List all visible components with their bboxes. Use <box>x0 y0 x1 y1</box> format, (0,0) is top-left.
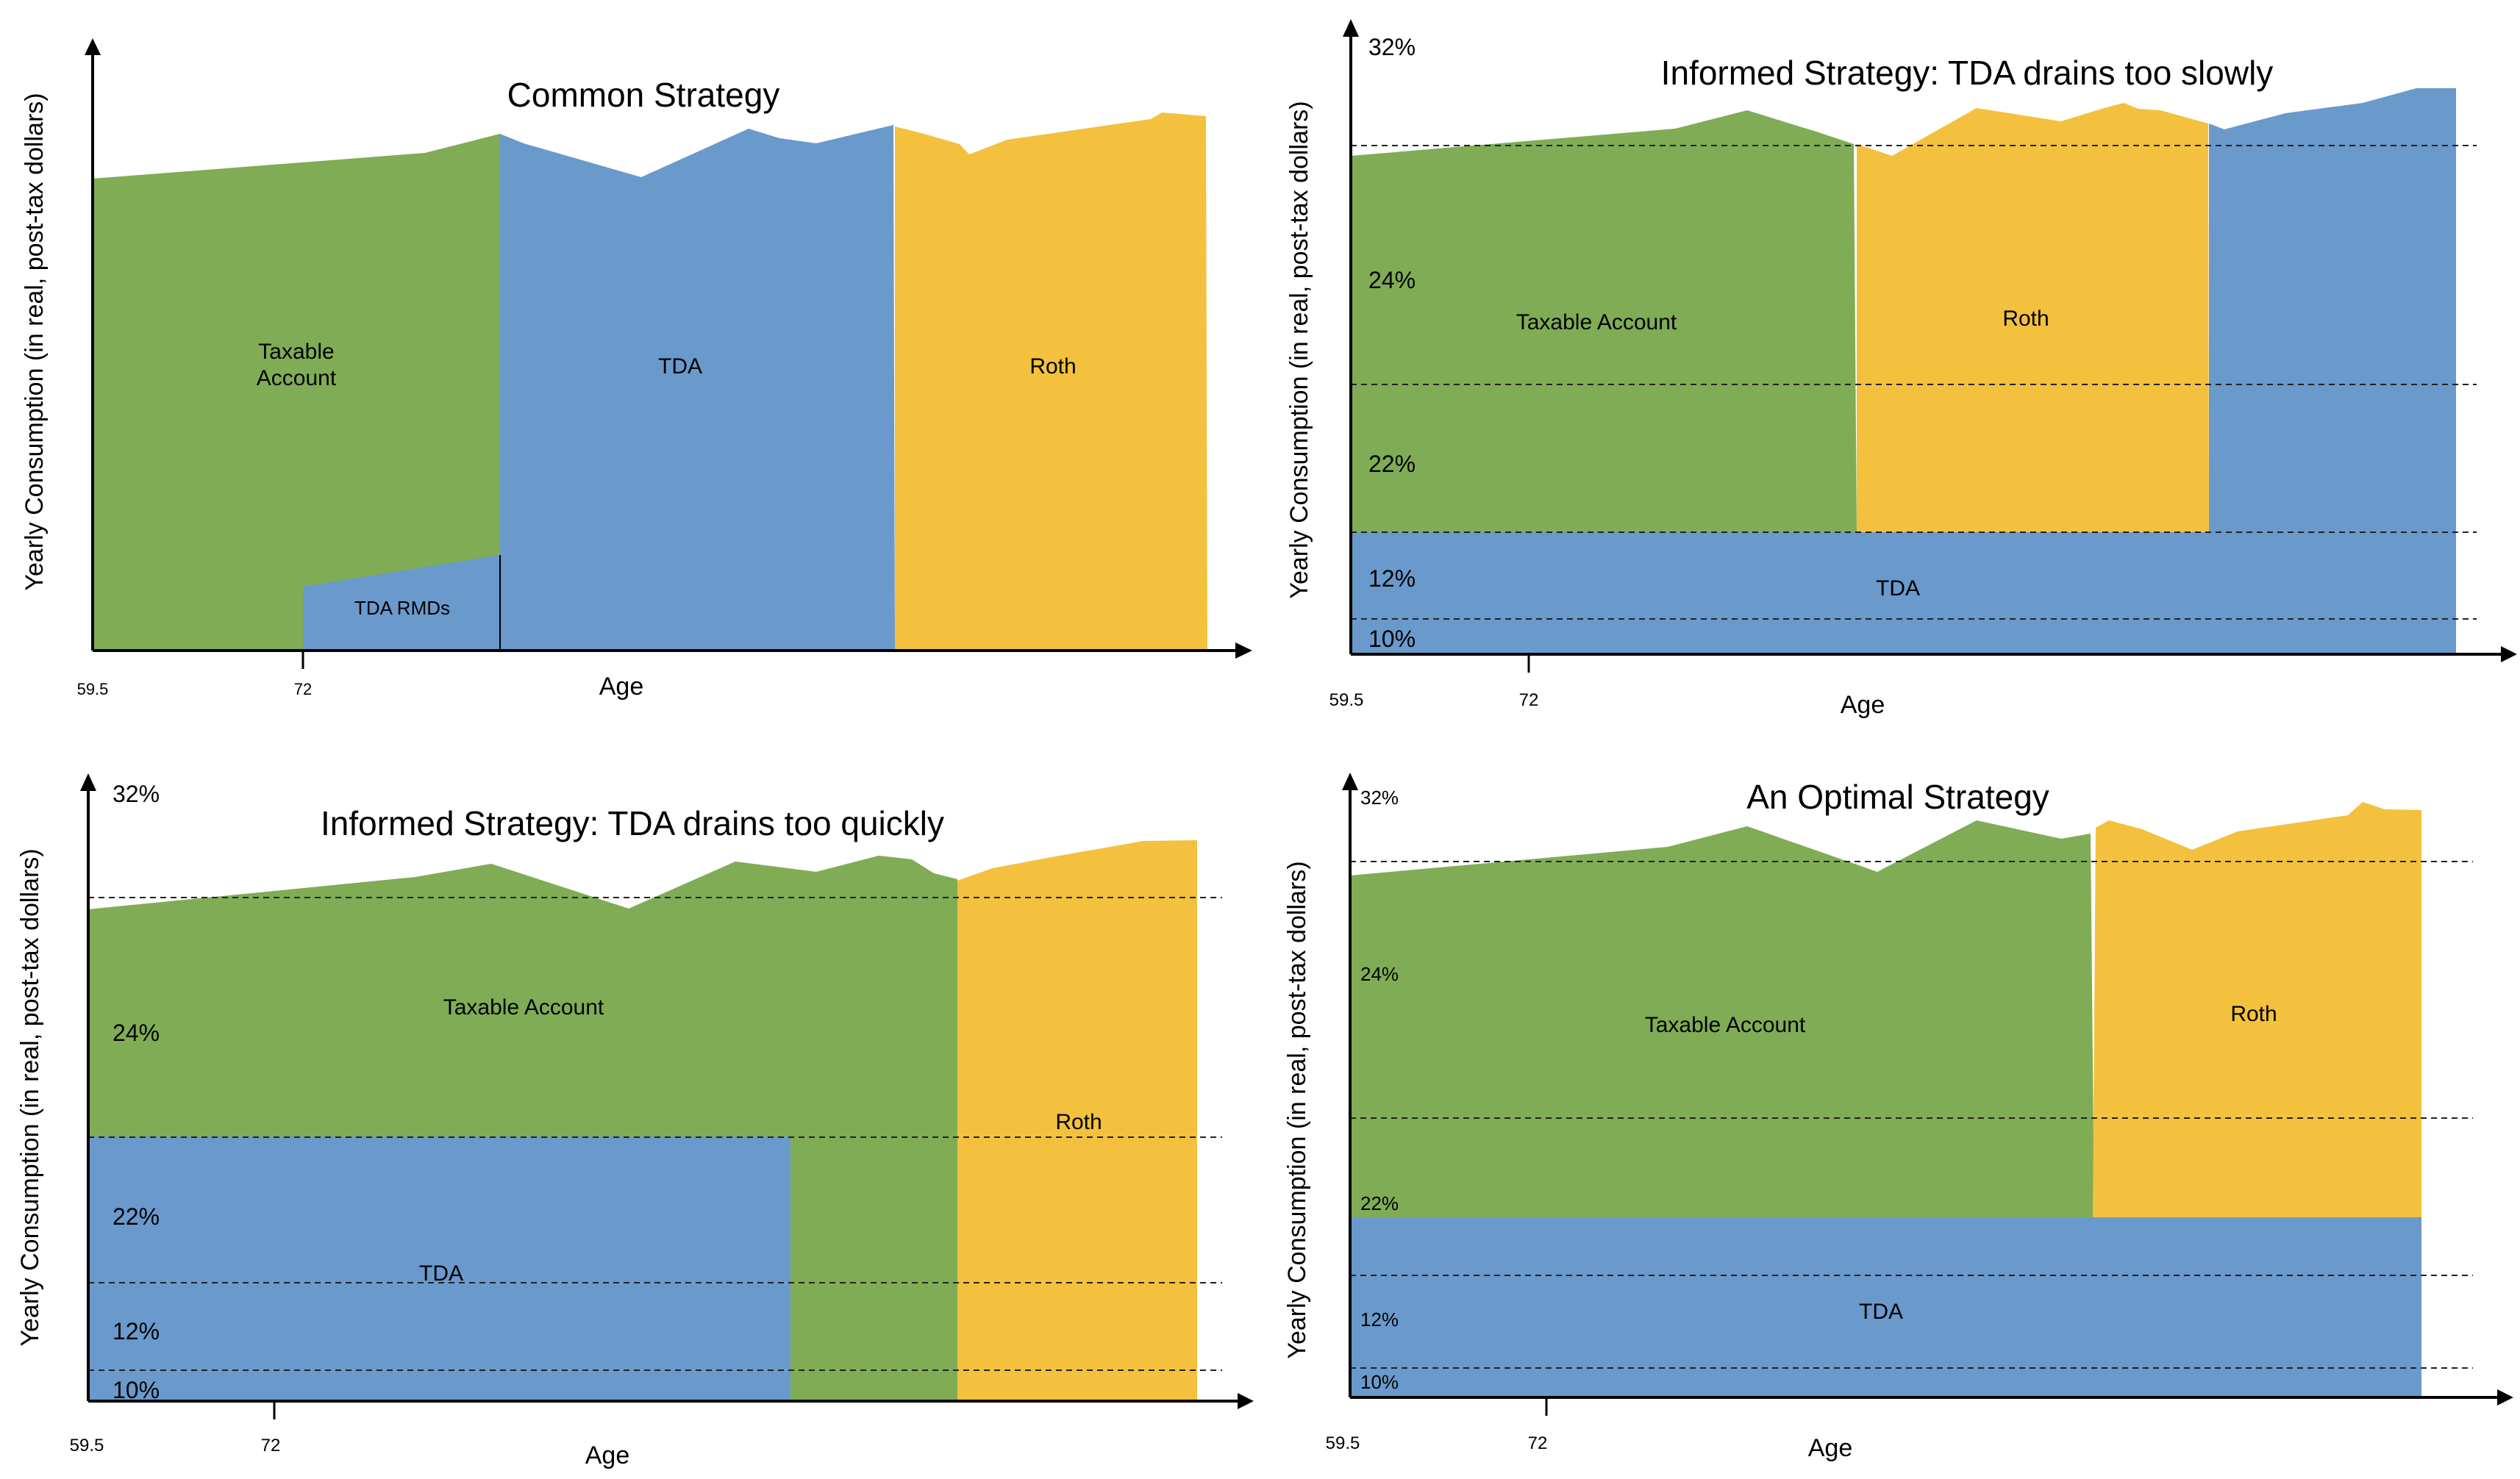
x-tick-label-72: 72 <box>261 1436 281 1455</box>
region-label-line: Taxable <box>258 340 334 364</box>
bracket-label-32: 32% <box>1360 787 1399 809</box>
region-label-tda: TDA <box>1876 576 1920 601</box>
bracket-label-10: 10% <box>1368 626 1416 652</box>
chart-drains-too-quickly: Informed Strategy: TDA drains too quickl… <box>16 773 1254 1469</box>
region-label-roth: Roth <box>2230 1002 2277 1026</box>
y-axis-arrow <box>80 773 96 791</box>
x-tick-label-59-5: 59.5 <box>1329 690 1364 710</box>
x-axis-arrow <box>2501 646 2517 662</box>
x-tick-label-72: 72 <box>1528 1433 1548 1453</box>
bracket-label-10: 10% <box>113 1377 160 1403</box>
x-tick-label-59-5: 59.5 <box>77 680 109 698</box>
region-label-roth: Roth <box>1055 1110 1102 1134</box>
bracket-label-12: 12% <box>1360 1308 1399 1331</box>
bracket-lines <box>1351 145 2477 620</box>
y-axis-label: Yearly Consumption (in real, post-tax do… <box>1283 861 1311 1358</box>
y-axis-arrow <box>85 38 101 55</box>
area-taxable <box>93 134 500 651</box>
chart-drains-too-slowly: Informed Strategy: TDA drains too slowly… <box>1285 19 2517 719</box>
y-axis-arrow <box>1342 773 1358 790</box>
region-label-tda: TDA <box>658 354 702 379</box>
panel-common-strategy: Common Strategy Age Yearly Consumption (… <box>0 0 1260 740</box>
x-tick-label-72: 72 <box>294 680 312 698</box>
x-axis-arrow <box>1238 1393 1254 1409</box>
area-roth <box>2093 802 2421 1217</box>
y-axis-label: Yearly Consumption (in real, post-tax do… <box>16 848 44 1346</box>
region-label-taxable: Taxable Account <box>1645 1013 1806 1037</box>
bracket-label-12: 12% <box>1368 565 1416 592</box>
chart-title: Common Strategy <box>507 76 780 114</box>
region-label-roth: Roth <box>1029 354 1076 379</box>
bracket-label-12: 12% <box>113 1318 160 1344</box>
region-label-taxable: Taxable Account <box>443 995 604 1020</box>
bracket-label-22: 22% <box>113 1203 160 1230</box>
chart-title: Informed Strategy: TDA drains too quickl… <box>321 804 944 842</box>
area-roth <box>957 840 1197 1401</box>
panel-optimal-strategy: An Optimal Strategy Age Yearly Consumpti… <box>1260 740 2519 1479</box>
x-tick-label-59-5: 59.5 <box>70 1436 104 1455</box>
region-label-taxable: Taxable Account <box>1516 310 1677 334</box>
region-label-roth: Roth <box>2002 307 2049 331</box>
x-tick-label-59-5: 59.5 <box>1326 1433 1360 1453</box>
panel-drains-too-quickly: Informed Strategy: TDA drains too quickl… <box>0 740 1260 1479</box>
area-tda <box>500 125 895 651</box>
x-axis-label: Age <box>1808 1434 1853 1462</box>
x-axis-label: Age <box>1841 691 1885 719</box>
chart-optimal-strategy: An Optimal Strategy Age Yearly Consumpti… <box>1283 773 2513 1462</box>
bracket-label-10: 10% <box>1360 1371 1399 1393</box>
y-axis-label: Yearly Consumption (in real, post-tax do… <box>1285 101 1313 598</box>
bracket-label-24: 24% <box>1360 963 1399 985</box>
region-label-line: Account <box>257 366 337 390</box>
area-roth <box>895 112 1207 651</box>
area-tda <box>88 1136 790 1401</box>
bracket-label-24: 24% <box>113 1020 160 1046</box>
chart-common-strategy: Common Strategy Age Yearly Consumption (… <box>21 38 1252 701</box>
area-tda-base <box>1351 532 2456 654</box>
region-label-tda: TDA <box>1859 1300 1903 1324</box>
bracket-label-32: 32% <box>1368 34 1416 60</box>
area-tda-top <box>2209 88 2456 532</box>
area-taxable <box>1351 110 1857 532</box>
bracket-label-24: 24% <box>1368 267 1416 293</box>
bracket-label-22: 22% <box>1368 451 1416 477</box>
bracket-label-32: 32% <box>113 781 160 807</box>
y-axis-label: Yearly Consumption (in real, post-tax do… <box>21 93 49 590</box>
bracket-lines <box>88 897 1222 1371</box>
area-rmd <box>303 555 500 651</box>
x-axis-arrow <box>1235 642 1252 659</box>
x-axis-arrow <box>2497 1389 2513 1405</box>
bracket-label-22: 22% <box>1360 1192 1399 1214</box>
area-tda <box>1350 1217 2421 1397</box>
region-label-tda: TDA <box>419 1261 463 1286</box>
x-tick-label-72: 72 <box>1519 690 1539 710</box>
panel-drains-too-slowly: Informed Strategy: TDA drains too slowly… <box>1260 0 2519 740</box>
region-label-taxable: Taxable Account <box>257 340 337 390</box>
chart-title: Informed Strategy: TDA drains too slowly <box>1661 54 2274 92</box>
y-axis-arrow <box>1343 19 1359 37</box>
region-label-rmd: TDA RMDs <box>354 597 450 619</box>
chart-title: An Optimal Strategy <box>1746 778 2049 816</box>
x-axis-label: Age <box>585 1442 630 1469</box>
area-roth <box>1857 103 2209 532</box>
bracket-lines <box>1350 861 2473 1369</box>
x-axis-label: Age <box>599 673 644 701</box>
